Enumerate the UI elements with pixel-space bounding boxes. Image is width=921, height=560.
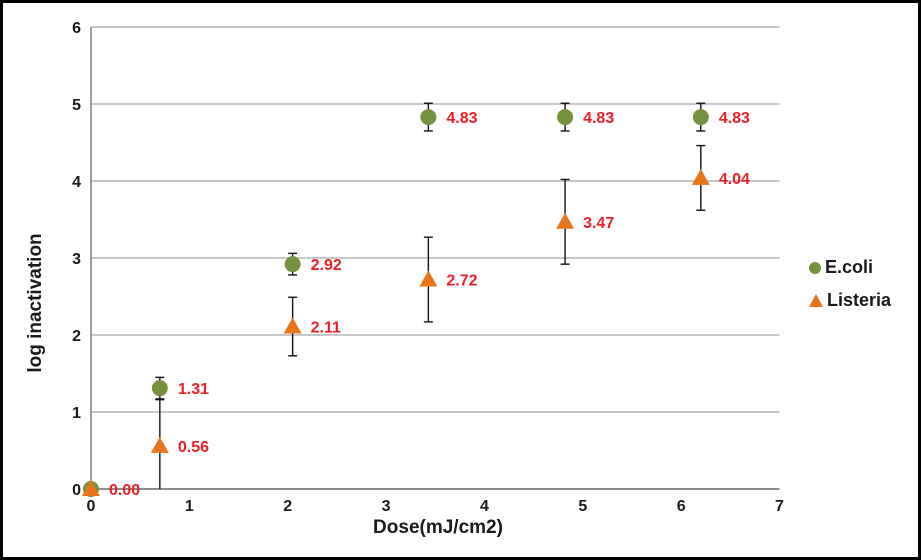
value-label: 4.04 — [719, 171, 750, 188]
data-point-ecoli — [151, 380, 168, 397]
value-label: 4.83 — [583, 110, 614, 127]
data-point-ecoli — [284, 256, 301, 273]
data-point-listeria — [283, 317, 302, 334]
data-point-ecoli — [557, 109, 574, 126]
value-label: 0.00 — [109, 482, 140, 499]
value-label: 4.83 — [446, 110, 477, 127]
data-point-ecoli — [420, 109, 437, 126]
value-label: 3.47 — [583, 215, 614, 232]
x-tick-label: 2 — [283, 498, 292, 515]
chart-canvas: 0 1 2 3 4 5 6 0 1 2 3 4 5 6 7 0.00 1.31 2.92 4.83 4.83 4.83 0… — [72, 20, 784, 515]
value-label: 2.11 — [311, 320, 341, 337]
x-tick-label: 6 — [677, 498, 686, 515]
data-point-listeria — [556, 212, 575, 229]
data-point-listeria — [691, 168, 710, 185]
value-label: 2.92 — [311, 257, 342, 274]
data-point-ecoli — [692, 109, 709, 126]
y-tick-label: 2 — [72, 328, 81, 345]
x-tick-label: 4 — [480, 498, 489, 515]
x-tick-label: 1 — [185, 498, 194, 515]
y-tick-label: 5 — [72, 97, 81, 114]
y-tick-label: 6 — [72, 20, 81, 37]
data-point-listeria — [419, 270, 438, 287]
x-tick-label: 5 — [578, 498, 587, 515]
legend: E.coli Listeria — [809, 251, 891, 317]
y-tick-label: 4 — [72, 174, 81, 191]
value-label: 0.56 — [178, 439, 209, 456]
legend-label-ecoli: E.coli — [825, 257, 874, 277]
x-axis-title: Dose(mJ/cm2) — [373, 517, 503, 538]
value-label: 4.83 — [719, 110, 750, 127]
legend-item-ecoli: E.coli — [809, 251, 891, 284]
value-label: 1.31 — [178, 381, 209, 398]
listeria-triangle-marker-icon — [809, 294, 823, 307]
legend-item-listeria: Listeria — [809, 284, 891, 317]
y-tick-label: 1 — [72, 405, 81, 422]
data-point-listeria — [82, 480, 100, 496]
x-tick-label: 0 — [87, 498, 96, 515]
data-point-listeria — [150, 436, 169, 453]
x-tick-label: 7 — [775, 498, 784, 515]
legend-label-listeria: Listeria — [827, 290, 892, 310]
y-tick-label: 0 — [72, 482, 81, 499]
y-axis-title: log inactivation — [25, 233, 46, 373]
y-tick-label: 3 — [72, 251, 81, 268]
value-label: 2.72 — [446, 273, 477, 290]
x-tick-label: 3 — [382, 498, 391, 515]
ecoli-circle-marker-icon — [809, 261, 821, 274]
